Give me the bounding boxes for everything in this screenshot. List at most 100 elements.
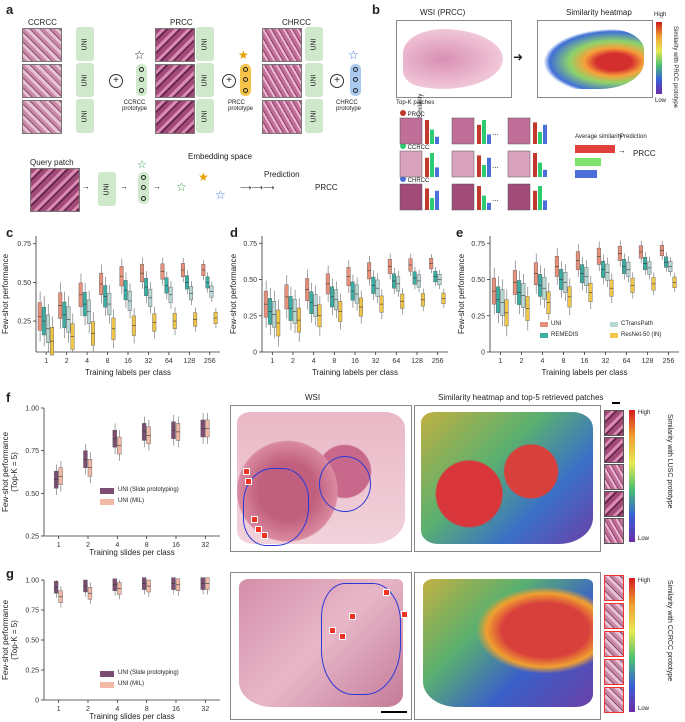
query-vector <box>138 172 149 204</box>
avg-bar-prcc <box>575 145 615 153</box>
panel-label-e: e <box>456 225 464 240</box>
g-wsi-image <box>230 572 412 720</box>
legend-label: UNI (MIL) <box>118 498 144 504</box>
row-label-ccrcc: CCRCC <box>400 143 429 151</box>
y-axis-label: Few-shot performance <box>457 253 466 334</box>
uni-encoder: UNI <box>76 27 94 61</box>
similarity-bar <box>477 186 481 210</box>
retrieved-patch-marker <box>255 526 262 533</box>
topk-patch <box>399 150 423 178</box>
colorbar-low: Low <box>655 98 667 104</box>
f-wsi-image <box>230 405 412 552</box>
retrieved-patch-marker <box>261 532 268 539</box>
similarity-bar <box>487 157 491 177</box>
retrieved-patch <box>604 518 624 544</box>
average-similarity-label: Average similarity <box>575 134 623 140</box>
similarity-bar <box>425 120 429 144</box>
uni-encoder: UNI <box>196 99 214 133</box>
similarity-bar <box>543 200 547 210</box>
retrieved-patch-marker <box>339 633 346 640</box>
prcc-title: PRCC <box>170 18 193 27</box>
aggregate-icon: + <box>330 74 344 88</box>
ccrcc-patch <box>22 28 62 62</box>
aggregate-icon: + <box>222 74 236 88</box>
x-tick-label: 4 <box>115 706 119 713</box>
x-tick-label: 256 <box>204 358 216 365</box>
y-tick-label: 0.50 <box>25 491 39 498</box>
chrcc-patch <box>262 64 302 98</box>
legend-swatch <box>610 333 618 338</box>
x-tick-label: 8 <box>562 358 566 365</box>
ccrcc-patch <box>22 100 62 134</box>
f-colorbar-high: High <box>638 410 651 416</box>
query-patch-label: Query patch <box>30 158 74 167</box>
x-tick-label: 64 <box>623 358 631 365</box>
x-tick-label: 2 <box>291 358 295 365</box>
chart-f: 0.25 0.50 0.75 1.00 1 2 4 8 16 32 Few-shot perform… <box>1 406 220 557</box>
chart-g: 0 0.25 0.50 0.75 1.00 1 2 4 8 16 32 Few-shot perfor… <box>1 577 220 721</box>
y-axis-label: (Top-K = 5) <box>10 452 19 492</box>
panel-label-a: a <box>6 2 14 17</box>
colorbar-high: High <box>654 12 667 18</box>
similarity-bar <box>538 162 542 177</box>
legend-label: UNI (MIL) <box>118 681 144 687</box>
x-tick-label: 2 <box>86 706 90 713</box>
uni-encoder: UNI <box>76 63 94 97</box>
ccrcc-title: CCRCC <box>28 18 57 27</box>
row-label-chrcc: CHRCC <box>400 176 429 184</box>
x-tick-label: 64 <box>165 358 173 365</box>
similarity-bar <box>430 153 434 177</box>
y-tick-label: 0.25 <box>17 319 31 326</box>
uni-encoder: UNI <box>305 63 323 97</box>
ellipsis: ... <box>492 194 499 203</box>
f-colorbar-low: Low <box>638 536 650 542</box>
y-axis-label: Few-shot performance <box>1 431 10 512</box>
b-prediction-value: PRCC <box>633 149 656 158</box>
topk-patch <box>451 150 475 178</box>
similarity-bar <box>425 157 429 177</box>
x-tick-label: 32 <box>201 706 209 713</box>
similarity-bar <box>482 120 486 144</box>
y-tick-label: 0 <box>35 698 39 705</box>
x-tick-label: 8 <box>145 542 149 549</box>
legend-label: UNI <box>551 321 562 327</box>
x-tick-label: 2 <box>520 358 524 365</box>
x-axis-label: Training labels per class <box>542 368 628 377</box>
chart-d: 0 0.25 0.50 0.75 1 2 4 8 16 32 64 128 256 Few-shot pe… <box>229 236 448 377</box>
g-colorbar-low: Low <box>638 706 650 712</box>
similarity-bar <box>482 195 486 210</box>
similarity-bar <box>425 188 429 210</box>
y-tick-label: 0 <box>481 350 485 357</box>
x-tick-label: 16 <box>124 358 132 365</box>
x-tick-label: 4 <box>312 358 316 365</box>
arrow-icon: → <box>153 182 161 191</box>
f-colorbar-label: Similarity with LUSC prototype <box>666 414 673 509</box>
f-wsi-title: WSI <box>305 393 321 402</box>
x-tick-label: 128 <box>411 358 423 365</box>
ccrcc-prototype-vector <box>136 64 147 96</box>
y-tick-label: 0.50 <box>17 280 31 287</box>
f-retrieved-patches <box>604 410 624 544</box>
x-tick-label: 32 <box>372 358 380 365</box>
aggregate-icon: + <box>109 74 123 88</box>
arrow-icon: ⟶⟶⟶ <box>240 183 275 192</box>
tumor-outline <box>321 583 401 695</box>
similarity-bar <box>533 153 537 177</box>
chrcc-title: CHRCC <box>282 18 311 27</box>
x-tick-label: 32 <box>602 358 610 365</box>
x-tick-label: 16 <box>581 358 589 365</box>
prcc-prototype-vector <box>240 64 251 96</box>
topk-label: Top-K patches <box>396 100 435 106</box>
topk-patch <box>507 117 531 145</box>
retrieved-patch-marker <box>329 627 336 634</box>
star-icon: ★ <box>198 170 209 184</box>
y-axis-label: (Top-K = 5) <box>10 620 19 660</box>
retrieved-patch <box>604 603 624 629</box>
topk-patch <box>399 117 423 145</box>
retrieved-patch-marker <box>401 611 408 618</box>
ccrcc-patch <box>22 64 62 98</box>
row-label-prcc: PRCC <box>400 110 425 118</box>
arrow-icon: → <box>618 146 626 155</box>
x-tick-label: 2 <box>65 358 69 365</box>
legend-swatch <box>610 322 618 327</box>
